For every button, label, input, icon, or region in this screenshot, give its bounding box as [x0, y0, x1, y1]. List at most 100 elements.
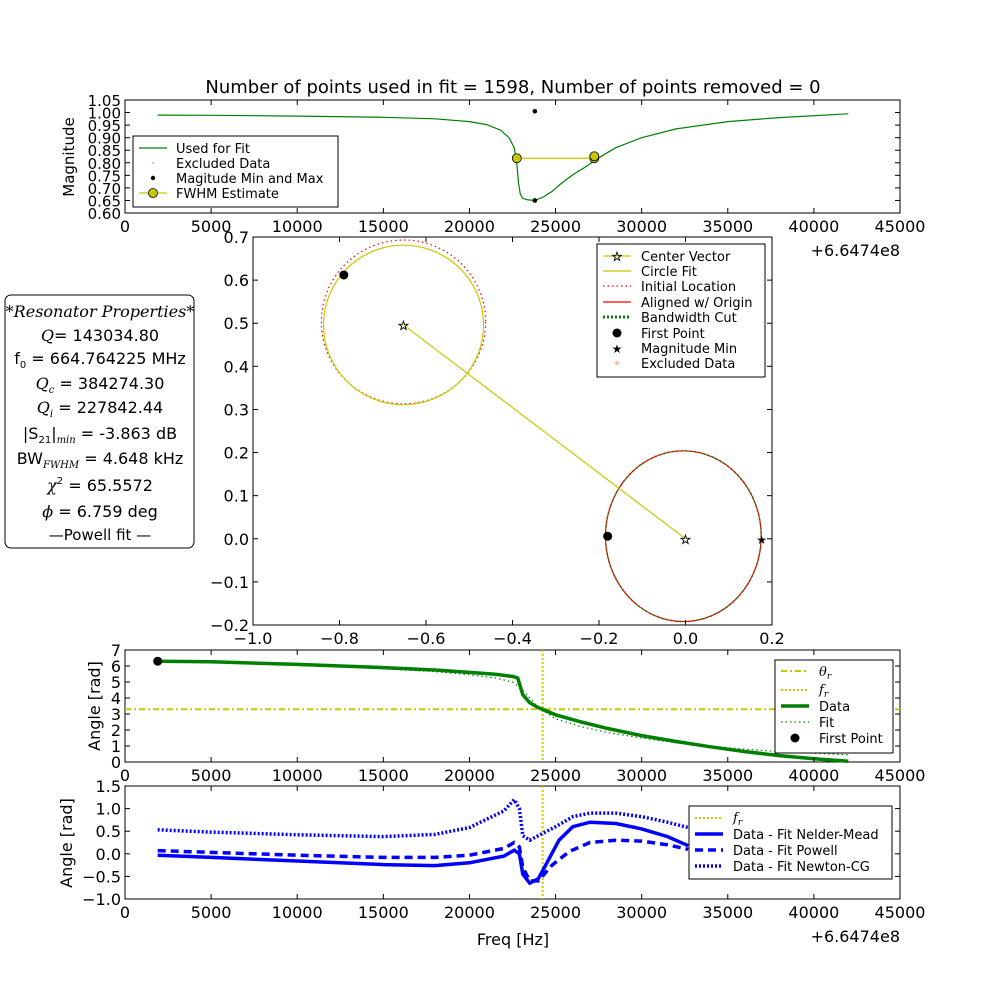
- x-tick-label: 45000: [875, 903, 926, 922]
- x-tick-label: −0.2: [580, 629, 619, 648]
- first-point-marker: [339, 270, 349, 280]
- magnitude-min-max-marker: [532, 109, 538, 114]
- magnitude-legend-box: [132, 135, 339, 208]
- y-tick-label: −0.1: [210, 573, 249, 592]
- y-tick-label: 0.90: [88, 130, 121, 148]
- x-tick-label: 10000: [272, 766, 323, 785]
- y-tick-label: 0.75: [88, 167, 121, 185]
- x-tick-label: 35000: [702, 766, 753, 785]
- property-phi: ϕ = 6.759 deg: [42, 502, 158, 521]
- x-tick-label: 5000: [191, 903, 232, 922]
- y-tick-label: 0.5: [96, 822, 121, 841]
- x-tick-label: 20000: [444, 766, 495, 785]
- legend-label-powell: Data - Fit Powell: [733, 844, 838, 859]
- y-tick-label: 0.60: [88, 205, 121, 223]
- legend-swatch-magnitude-min-max: [150, 175, 156, 181]
- y-tick-label: 1.0: [96, 800, 121, 819]
- magnitude-min-star: ★: [756, 533, 767, 547]
- legend-swatch-fwhm-marker: [148, 188, 158, 198]
- property-f0: f0 = 664.764225 MHz: [14, 349, 186, 371]
- x-tick-label: 30000: [616, 766, 667, 785]
- residuals-axes: [124, 785, 901, 900]
- legend-label-data: Data: [819, 700, 850, 715]
- residuals-panel: 0 5000 10000 15000 20000 25000 30000 35000 40000…: [57, 777, 925, 949]
- legend-label-fwhm-estimate: FWHM Estimate: [176, 187, 279, 202]
- y-tick-label: 0.0: [96, 845, 121, 864]
- property-qc: Qc = 384274.30: [36, 374, 165, 396]
- property-fit-method: —Powell fit —: [49, 526, 151, 544]
- x-tick-label: 25000: [530, 766, 581, 785]
- y-tick-label: 0.1: [224, 487, 249, 506]
- y-tick-label: 0.0: [224, 530, 249, 549]
- x-tick-label: −0.8: [320, 629, 359, 648]
- property-q: Q= 143034.80: [41, 326, 159, 345]
- legend-label-fr: fr: [818, 683, 829, 700]
- residuals-offset-text: +6.6474e8: [811, 927, 900, 946]
- phase-first-point-marker: [153, 656, 163, 666]
- x-tick-label: 20000: [444, 217, 495, 236]
- legend-label-fit: Fit: [819, 716, 834, 731]
- y-tick-label: 0.6: [224, 271, 249, 290]
- residuals-ylabel: Angle [rad]: [57, 798, 76, 888]
- legend-label-magnitude-min: Magnitude Min: [641, 342, 737, 357]
- x-tick-label: 40000: [788, 903, 839, 922]
- property-s21-min: |S21|min = -3.863 dB: [23, 424, 177, 446]
- x-tick-label: 25000: [530, 903, 581, 922]
- legend-swatch-excluded: [615, 361, 619, 365]
- y-tick-label: 0: [111, 753, 121, 772]
- y-tick-label: 0.7: [224, 228, 249, 247]
- x-tick-label: 30000: [616, 217, 667, 236]
- x-tick-label: 0: [120, 903, 130, 922]
- initial-location-circle: [320, 239, 487, 405]
- x-tick-label: 15000: [358, 217, 409, 236]
- iq-legend: ☆ Center Vector Circle Fit Initial Locat…: [596, 243, 766, 378]
- legend-label-aligned-origin: Aligned w/ Origin: [641, 296, 752, 311]
- legend-label-excluded: Excluded Data: [641, 357, 735, 372]
- y-tick-label: 0.4: [224, 357, 249, 376]
- y-tick-label: 0.70: [88, 180, 121, 198]
- residuals-xlabel: Freq [Hz]: [477, 930, 549, 949]
- properties-frame: [4, 294, 195, 549]
- y-tick-label: 0.5: [224, 314, 249, 333]
- y-tick-label: 0.95: [88, 117, 121, 135]
- legend-swatch-phase-first-point: [790, 733, 800, 743]
- series-nelder-mead: [157, 820, 689, 886]
- x-tick-label: 30000: [616, 903, 667, 922]
- property-bw-fwhm: BWFWHM = 4.648 kHz: [17, 449, 184, 471]
- x-tick-label: −0.4: [493, 629, 532, 648]
- x-tick-label: 5000: [191, 766, 232, 785]
- y-tick-label: 7: [111, 641, 121, 660]
- magnitude-panel: Number of points used in fit = 1598, Num…: [60, 77, 925, 260]
- magnitude-axes: [124, 99, 901, 214]
- series-used-for-fit: [157, 113, 849, 202]
- y-tick-label: 1.05: [88, 92, 121, 110]
- residuals-legend-box: [688, 805, 893, 880]
- y-tick-label: 6: [111, 657, 121, 676]
- legend-swatch-excluded-data: [152, 162, 154, 164]
- magnitude-legend: Used for Fit Excluded Data Magitude Min …: [132, 135, 339, 208]
- x-tick-label: 15000: [358, 903, 409, 922]
- legend-label-res-fr: fr: [732, 811, 743, 828]
- legend-label-bandwidth-cut: Bandwidth Cut: [641, 311, 737, 326]
- legend-swatch-center-vector-star: ☆: [611, 250, 623, 265]
- y-tick-label: 0.85: [88, 142, 121, 160]
- x-tick-label: 10000: [272, 217, 323, 236]
- legend-swatch-first-point: [612, 328, 622, 338]
- x-tick-label: −1.0: [234, 629, 273, 648]
- phase-panel: 0 5000 10000 15000 20000 25000 30000 35000 40000…: [85, 641, 925, 785]
- y-tick-label: −0.2: [210, 616, 249, 635]
- x-tick-label: 5000: [191, 217, 232, 236]
- x-tick-label: 0: [120, 217, 130, 236]
- legend-swatch-magnitude-min: ★: [612, 342, 623, 356]
- x-tick-label: 35000: [702, 903, 753, 922]
- x-tick-label: 10000: [272, 903, 323, 922]
- series-newton-cg: [157, 796, 689, 843]
- y-tick-label: −1.0: [82, 890, 121, 909]
- bandwidth-cut-circle: [604, 450, 762, 623]
- series-data: [157, 659, 849, 763]
- iq-legend-box: [596, 243, 766, 378]
- x-tick-label: 25000: [530, 217, 581, 236]
- x-tick-label: −0.6: [407, 629, 446, 648]
- series-powell: [157, 838, 689, 883]
